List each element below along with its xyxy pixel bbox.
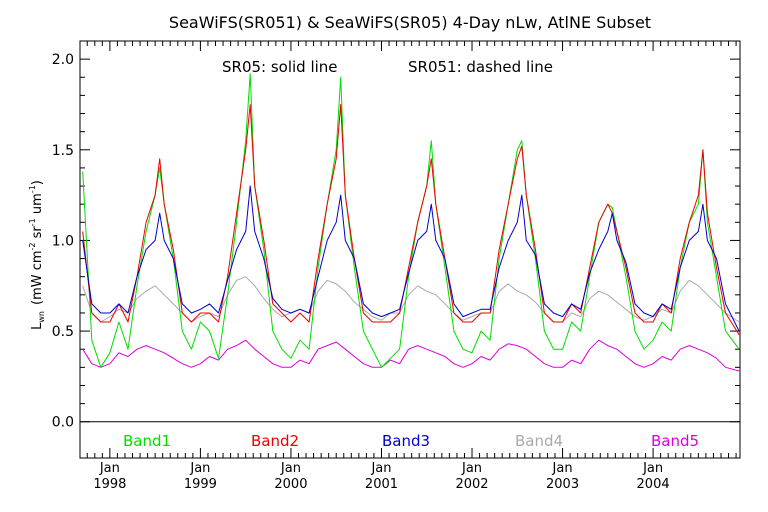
y-axis-label-exp1: -2 xyxy=(28,242,37,250)
y-axis-label-exp2: -1 xyxy=(28,218,37,226)
y-axis-label-exp3: -1 xyxy=(28,185,37,193)
x-tick-month-3: Jan xyxy=(370,461,391,476)
y-axis-label-subscript: wn xyxy=(37,311,46,323)
y-tick-label-4: 2.0 xyxy=(52,52,74,68)
y-tick-label-1: 0.5 xyxy=(52,324,74,340)
x-tick-year-6: 2004 xyxy=(637,477,670,492)
x-tick-year-3: 2001 xyxy=(365,477,398,492)
chart-title: SeaWiFS(SR051) & SeaWiFS(SR05) 4-Day nLw… xyxy=(169,13,651,32)
x-tick-month-2: Jan xyxy=(280,461,301,476)
y-axis-label-close: ) xyxy=(30,180,45,185)
y-tick-label-2: 1.0 xyxy=(52,233,74,249)
y-axis-label-symbol: L xyxy=(30,322,45,330)
x-tick-month-0: Jan xyxy=(99,461,120,476)
x-tick-month-1: Jan xyxy=(189,461,210,476)
series-line-band1 xyxy=(82,73,740,368)
plot-content: 0.00.51.01.52.0Jan1998Jan1999Jan2000Jan2… xyxy=(52,41,740,492)
annotation-solid-line: SR05: solid line xyxy=(222,58,338,76)
x-tick-year-0: 1998 xyxy=(93,477,126,492)
x-tick-year-5: 2003 xyxy=(546,477,579,492)
annotation-dashed-line: SR051: dashed line xyxy=(408,58,553,76)
legend-band1: Band1 xyxy=(123,432,171,450)
legend-band3: Band3 xyxy=(382,432,430,450)
plot-frame xyxy=(79,40,741,459)
y-tick-label-3: 1.5 xyxy=(52,143,74,159)
series-line-band3 xyxy=(82,185,740,332)
legend-band2: Band2 xyxy=(251,432,299,450)
x-tick-month-4: Jan xyxy=(461,461,482,476)
y-axis-label: Lwn(mW cm-2 sr-1 um-1) xyxy=(28,180,46,330)
x-tick-year-2: 2000 xyxy=(274,477,307,492)
svg-text:Lwn(mW cm-2 sr-1 um-1): Lwn(mW cm-2 sr-1 um-1) xyxy=(28,180,46,330)
y-axis-label-sr: sr xyxy=(30,226,45,243)
x-tick-month-6: Jan xyxy=(642,461,663,476)
series-line-band5 xyxy=(82,339,740,372)
y-axis-label-open: (mW cm xyxy=(30,250,45,305)
legend-band4: Band4 xyxy=(515,432,563,450)
x-tick-month-5: Jan xyxy=(552,461,573,476)
series-line-band2 xyxy=(82,104,740,335)
y-axis-label-um: um xyxy=(30,193,45,218)
x-tick-year-1: 1999 xyxy=(184,477,217,492)
y-tick-label-0: 0.0 xyxy=(52,415,74,431)
legend-band5: Band5 xyxy=(651,432,699,450)
x-tick-year-4: 2002 xyxy=(455,477,488,492)
